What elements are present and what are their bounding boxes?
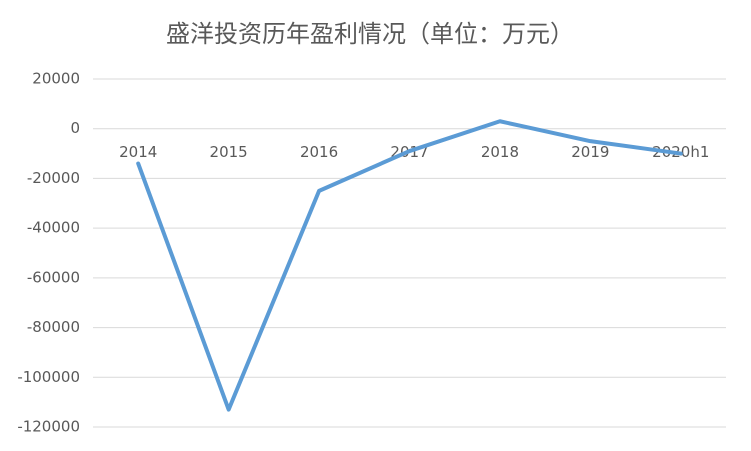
chart-title: 盛洋投资历年盈利情况（单位：万元） xyxy=(166,20,574,48)
y-tick-label: -120000 xyxy=(17,418,80,436)
x-tick-label: 2015 xyxy=(210,143,248,161)
data-line xyxy=(136,119,683,412)
y-tick-label: 20000 xyxy=(32,70,80,88)
y-tick-label: 0 xyxy=(70,119,80,137)
y-tick-label: -100000 xyxy=(17,368,80,386)
x-tick-label: 2019 xyxy=(571,143,609,161)
x-tick-label: 2014 xyxy=(119,143,157,161)
y-tick-label: -20000 xyxy=(27,169,80,187)
y-tick-label: -80000 xyxy=(27,318,80,336)
y-tick-label: -40000 xyxy=(27,219,80,237)
x-tick-label: 2018 xyxy=(481,143,519,161)
x-tick-label: 2016 xyxy=(300,143,338,161)
y-tick-label: -60000 xyxy=(27,268,80,286)
